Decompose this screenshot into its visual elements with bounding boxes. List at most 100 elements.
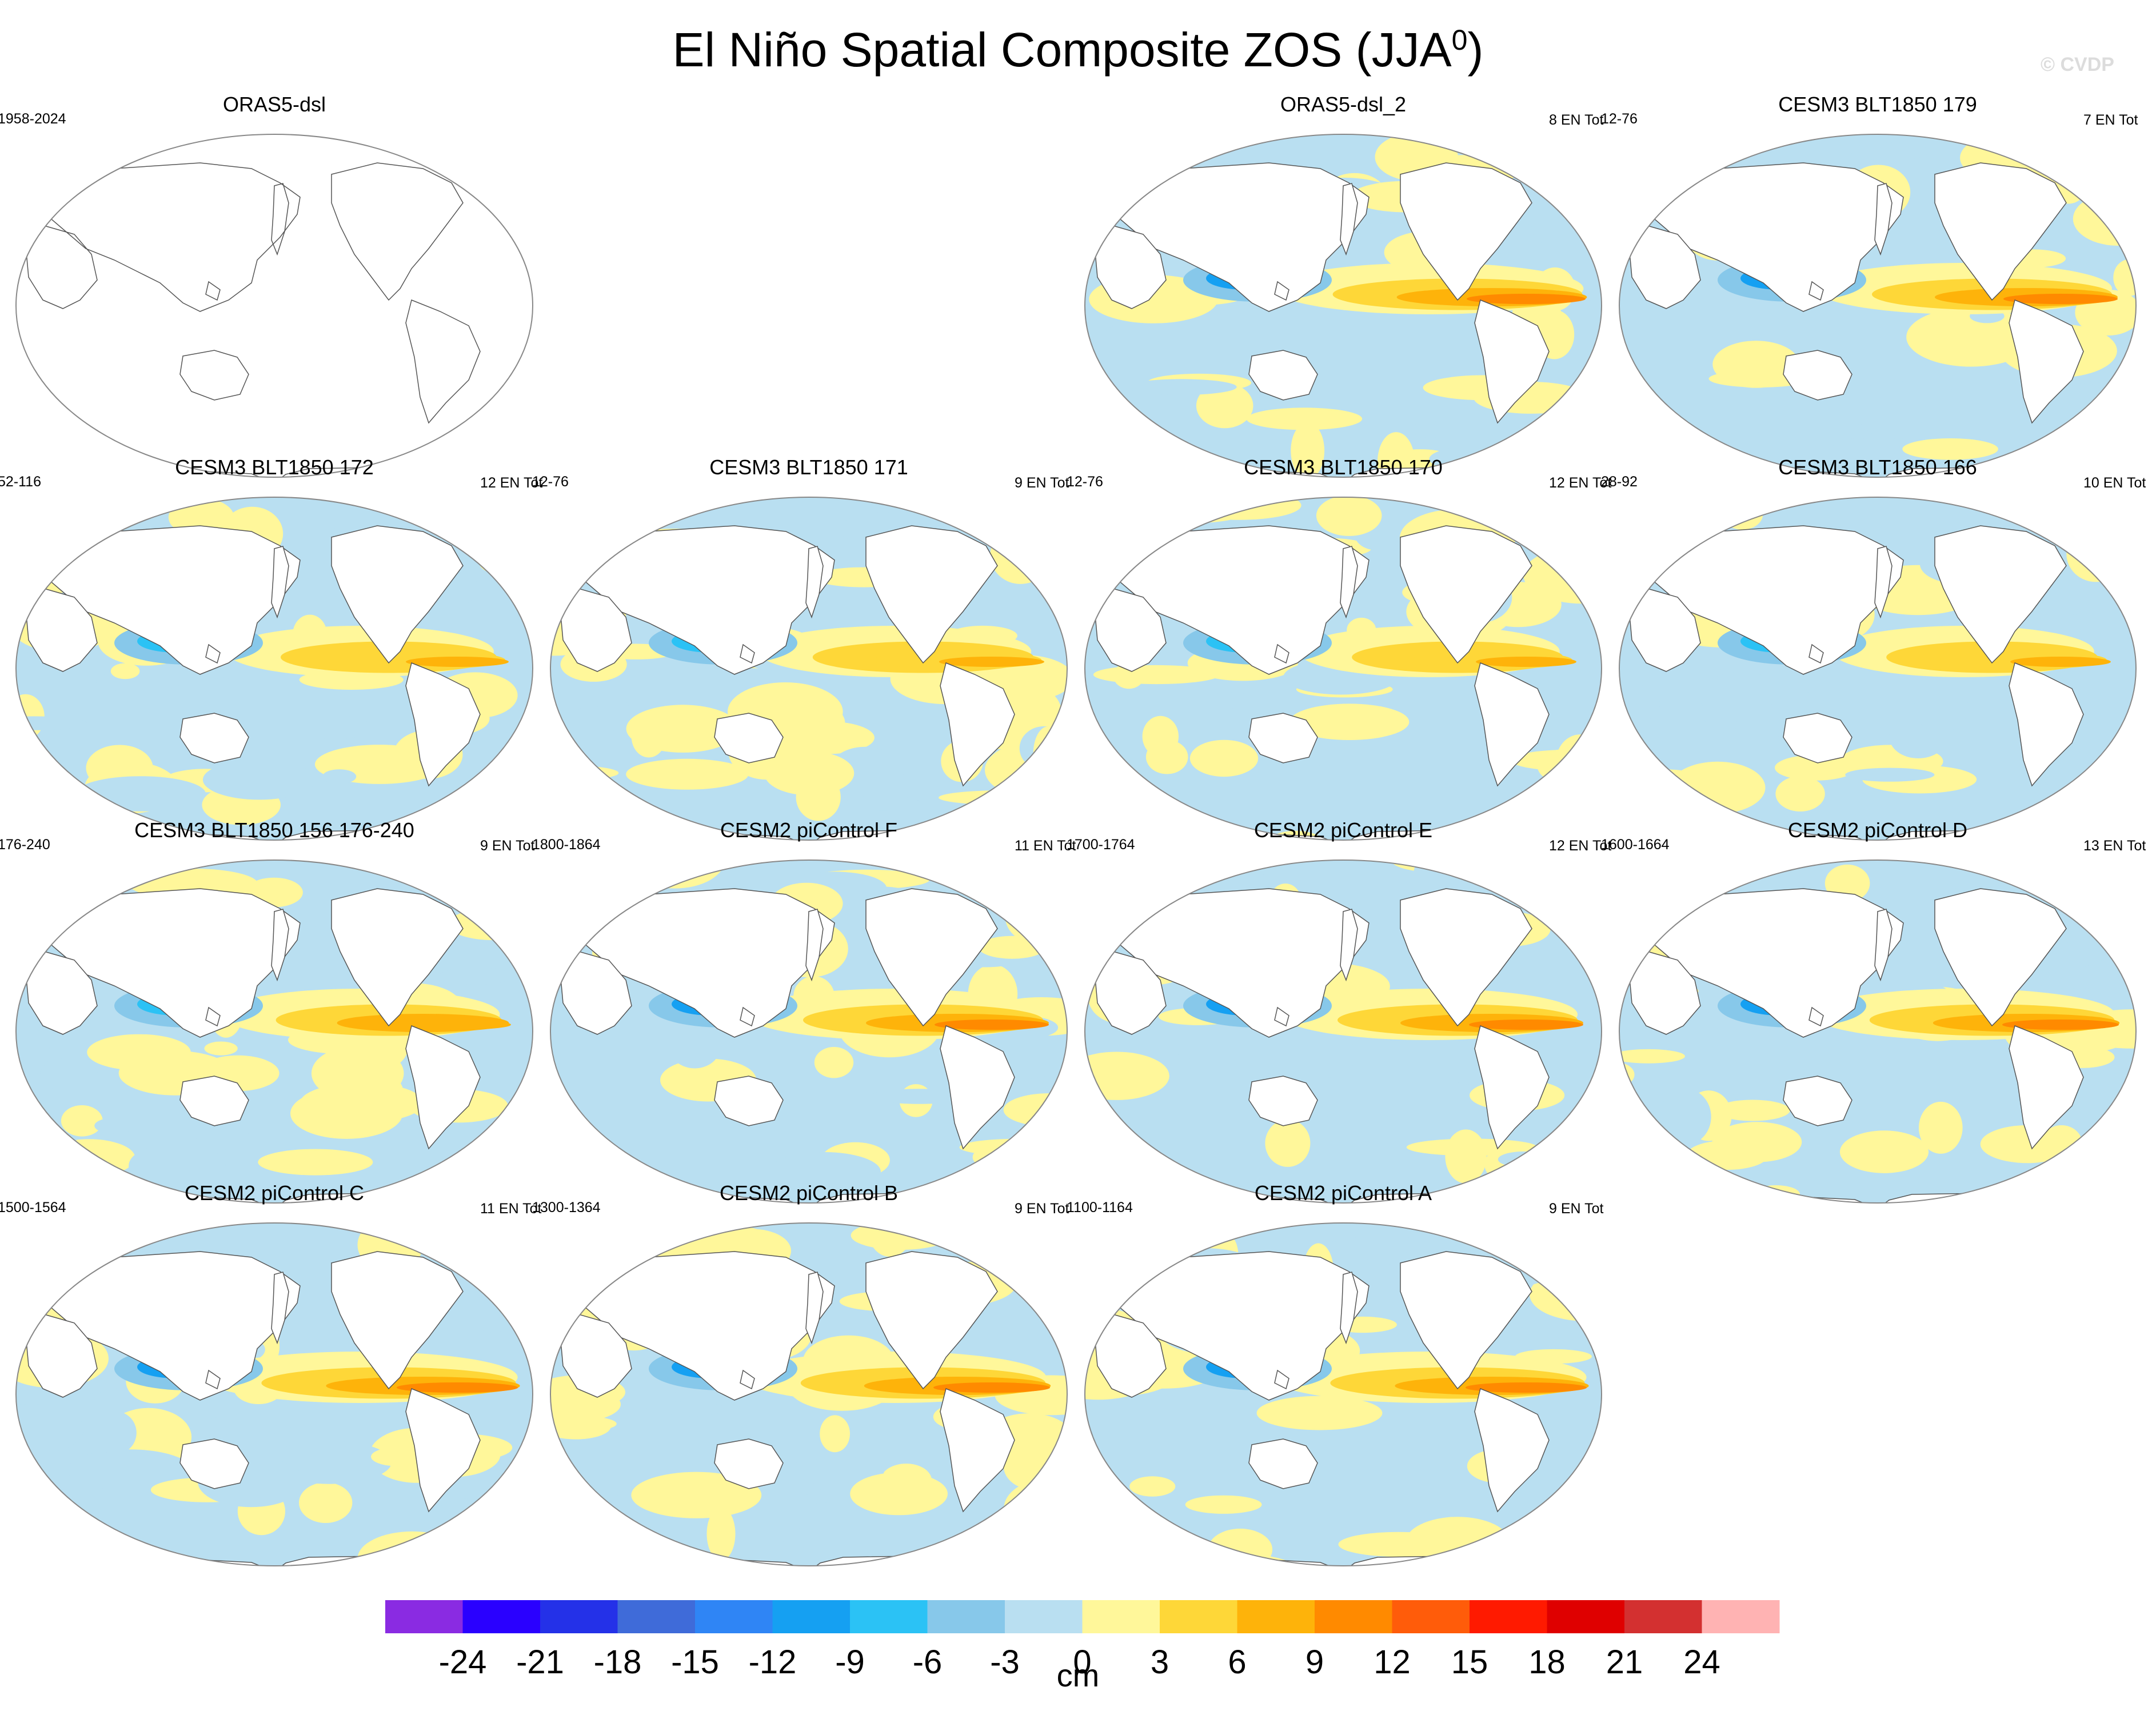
anomaly-patch bbox=[439, 967, 513, 985]
coastline bbox=[179, 350, 249, 401]
colorbar-swatch bbox=[1082, 1600, 1160, 1633]
anomaly-patch bbox=[299, 1482, 353, 1523]
anomaly-patch bbox=[550, 860, 664, 869]
anomaly-patch bbox=[1503, 497, 1582, 513]
anomaly-patch bbox=[204, 1041, 238, 1056]
land-mask bbox=[1400, 888, 1532, 1027]
equatorial-warm-band bbox=[935, 1020, 1049, 1030]
colorbar-swatch bbox=[850, 1600, 928, 1633]
anomaly-patch bbox=[1659, 1089, 1711, 1145]
land-mask bbox=[1474, 1388, 1550, 1513]
land-mask bbox=[2009, 1025, 2084, 1150]
anomaly-patch bbox=[1189, 739, 1259, 777]
anomaly-patch bbox=[1025, 1476, 1067, 1533]
anomaly-patch bbox=[959, 1138, 1067, 1156]
land-mask bbox=[331, 1251, 464, 1390]
map-panel: CESM2 piControl E 1700-1764 12 EN Tot bbox=[1067, 819, 1611, 1209]
panel-title: CESM3 BLT1850 172 bbox=[175, 455, 374, 479]
anomaly-patch bbox=[1542, 497, 1602, 519]
anomaly-patch bbox=[768, 1152, 881, 1192]
colorbar-tick-label: -12 bbox=[749, 1644, 797, 1681]
land-mask bbox=[271, 909, 289, 982]
anomaly-patch bbox=[61, 1105, 103, 1137]
colorbar-swatch bbox=[1470, 1600, 1547, 1633]
anomaly-patch bbox=[1483, 497, 1526, 527]
colorbar-tick-label: -18 bbox=[594, 1644, 642, 1681]
land-mask bbox=[1094, 948, 1167, 1035]
equatorial-warm-band bbox=[2003, 294, 2118, 304]
map-svg bbox=[1619, 134, 2137, 478]
anomaly-patch bbox=[845, 795, 921, 811]
anomaly-patch bbox=[1445, 1129, 1487, 1184]
anomaly-patch bbox=[322, 769, 357, 784]
map-panel: CESM3 BLT1850 170 12-76 12 EN Tot bbox=[1067, 456, 1611, 846]
colorbar-unit-label: cm bbox=[1056, 1657, 1100, 1693]
chart-title-text: El Niño Spatial Composite ZOS (JJA bbox=[672, 23, 1452, 77]
map-border bbox=[1084, 860, 1602, 1204]
anomaly-patch bbox=[1919, 1101, 1963, 1154]
land-mask bbox=[1094, 585, 1167, 672]
anomaly-patch bbox=[827, 746, 904, 802]
colorbar-swatch bbox=[1160, 1600, 1237, 1633]
panel-title: CESM3 BLT1850 171 bbox=[709, 455, 908, 479]
anomaly-patch bbox=[1752, 1185, 1800, 1203]
anomaly-patch bbox=[16, 1541, 37, 1566]
anomaly-patch bbox=[772, 1540, 809, 1566]
anomaly-patch bbox=[16, 1404, 84, 1454]
panel-title: CESM2 piControl D bbox=[1787, 818, 1968, 842]
anomaly-patch bbox=[2081, 887, 2136, 941]
land-mask bbox=[865, 1251, 998, 1390]
anomaly-patch bbox=[1085, 860, 1127, 892]
land-mask bbox=[205, 643, 221, 664]
colorbar-swatch bbox=[1237, 1600, 1315, 1633]
colorbar-swatch bbox=[617, 1600, 696, 1633]
anomaly-patch bbox=[869, 1089, 969, 1104]
anomaly-patch bbox=[1619, 1126, 1677, 1183]
anomaly-patch bbox=[1338, 1532, 1460, 1557]
anomaly-patch bbox=[1085, 1255, 1137, 1299]
anomaly-patch bbox=[1502, 860, 1547, 906]
land-mask bbox=[740, 1369, 755, 1390]
panel-event-count: 7 EN Tot bbox=[2083, 112, 2138, 128]
anomaly-patch bbox=[434, 860, 496, 869]
land-mask bbox=[1400, 1251, 1532, 1390]
map-border bbox=[1084, 497, 1602, 841]
anomaly-patch bbox=[939, 790, 1067, 805]
anomaly-patch bbox=[478, 1318, 507, 1333]
land-mask bbox=[25, 948, 98, 1035]
anomaly-patch bbox=[814, 1047, 854, 1078]
land-mask bbox=[1094, 222, 1167, 309]
equatorial-warm-band bbox=[1476, 657, 1576, 667]
anomaly-patch bbox=[1619, 860, 1688, 904]
anomaly-patch bbox=[1126, 379, 1237, 395]
map-panel: CESM2 piControl B 1300-1364 9 EN Tot bbox=[532, 1182, 1072, 1572]
map-border bbox=[1084, 134, 1602, 478]
land-mask bbox=[1874, 183, 1893, 256]
panel-period-label: 1700-1764 bbox=[1067, 837, 1135, 853]
anomaly-patch bbox=[39, 1058, 98, 1092]
panel-event-count: 13 EN Tot bbox=[2083, 838, 2146, 854]
land-mask bbox=[865, 888, 998, 1027]
land-mask bbox=[1934, 888, 2067, 1027]
panel-period-label: 176-240 bbox=[0, 837, 50, 853]
land-mask bbox=[1628, 585, 1701, 672]
map-border bbox=[550, 860, 1068, 1204]
colorbar-swatch bbox=[1624, 1600, 1702, 1633]
anomaly-patch bbox=[738, 1423, 790, 1444]
anomaly-patch bbox=[1543, 163, 1602, 201]
anomaly-patch bbox=[2086, 887, 2126, 947]
colorbar-tick-label: -21 bbox=[516, 1644, 564, 1681]
panel-period-label: 1958-2024 bbox=[0, 111, 66, 127]
panel-period-label: 1800-1864 bbox=[532, 837, 601, 853]
map-panel: CESM3 BLT1850 172 52-116 12 EN Tot bbox=[0, 456, 542, 846]
chart-title: El Niño Spatial Composite ZOS (JJA0) bbox=[0, 11, 2156, 78]
anomaly-patch bbox=[511, 860, 533, 890]
anomaly-patch bbox=[590, 497, 641, 513]
land-mask bbox=[1340, 546, 1358, 619]
anomaly-patch bbox=[1504, 1223, 1572, 1253]
anomaly-patch bbox=[290, 1088, 403, 1139]
anomaly-patch bbox=[939, 497, 987, 526]
land-mask bbox=[1340, 183, 1358, 256]
coastline bbox=[331, 162, 464, 301]
equatorial-warm-band bbox=[406, 657, 509, 667]
